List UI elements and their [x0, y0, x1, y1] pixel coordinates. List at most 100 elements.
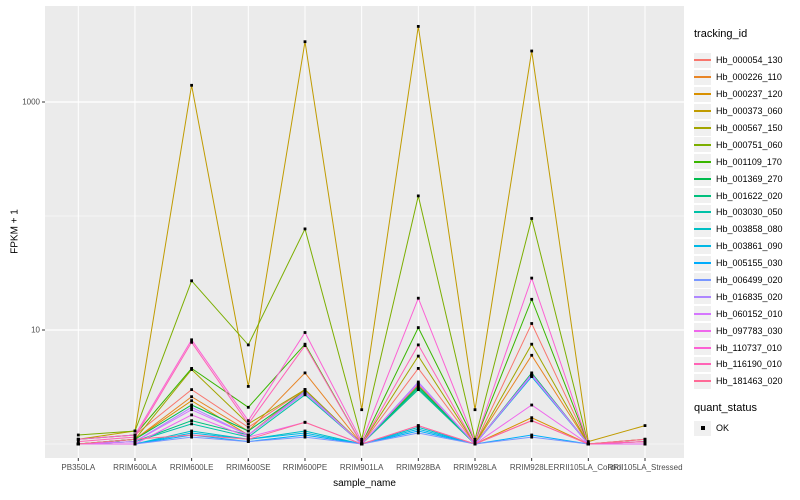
legend: tracking_id Hb_000054_130 Hb_000226_110 Hb…	[694, 28, 800, 437]
data-point	[246, 440, 250, 443]
x-tick-label: RRIM600LA	[113, 463, 157, 472]
legend-item: Hb_000226_110	[694, 69, 800, 86]
data-point	[246, 343, 250, 347]
data-point	[530, 353, 534, 357]
data-point	[530, 217, 534, 220]
data-point	[303, 393, 307, 397]
data-point	[643, 442, 647, 446]
legend-label: Hb_110737_010	[716, 342, 782, 353]
data-point	[643, 424, 647, 427]
data-point	[246, 429, 250, 433]
data-point	[303, 388, 307, 391]
legend-key	[694, 171, 711, 187]
legend-item: Hb_003861_090	[694, 238, 800, 255]
point-square-icon	[700, 426, 705, 431]
legend-key	[694, 289, 711, 305]
data-point	[133, 442, 137, 446]
data-point	[303, 429, 307, 433]
legend-label: Hb_001622_020	[716, 190, 783, 201]
data-point	[133, 429, 137, 433]
data-point	[416, 427, 420, 431]
data-point	[133, 437, 137, 441]
x-tick-label: RRII105LA_Control	[554, 463, 624, 472]
data-point	[360, 442, 364, 446]
data-point	[416, 343, 420, 347]
legend-key	[694, 340, 711, 356]
x-tick-label: RRII105LA_Stressed	[607, 463, 682, 472]
data-point	[416, 386, 420, 390]
data-point	[416, 194, 420, 198]
legend-item: Hb_060152_010	[694, 305, 800, 322]
data-point	[246, 405, 250, 409]
legend-item: Hb_001109_170	[694, 153, 800, 170]
legend-line-icon	[694, 329, 711, 332]
legend-key	[694, 52, 711, 68]
data-point	[246, 425, 250, 429]
legend-label: Hb_116190_010	[716, 359, 782, 370]
data-point	[416, 429, 420, 433]
data-point	[76, 437, 80, 441]
data-point	[360, 437, 364, 441]
data-point	[190, 399, 193, 403]
legend-line-icon	[694, 59, 711, 62]
data-point	[303, 344, 307, 347]
data-point	[133, 435, 137, 439]
data-point	[530, 416, 534, 420]
data-point	[190, 408, 193, 412]
legend-label: Hb_000226_110	[716, 72, 782, 83]
data-point	[303, 389, 307, 393]
data-point	[190, 279, 193, 283]
x-tick-label: RRIM901LA	[340, 463, 384, 472]
legend-label: Hb_016835_020	[716, 291, 783, 302]
data-point	[473, 408, 477, 412]
data-point	[76, 433, 80, 437]
data-point	[190, 340, 193, 344]
data-point	[416, 385, 420, 388]
data-point	[303, 435, 307, 439]
data-point	[190, 83, 193, 87]
legend-label: Hb_006499_020	[716, 275, 783, 286]
legend-line-icon	[694, 127, 711, 129]
data-point	[190, 403, 193, 407]
legend-line-icon	[694, 93, 711, 96]
data-point	[133, 440, 137, 443]
legend-line-icon	[694, 143, 711, 146]
x-tick-label: PB350LA	[61, 463, 95, 472]
data-point	[190, 431, 193, 435]
legend-line-icon	[694, 312, 711, 315]
data-point	[643, 437, 647, 441]
legend-line-icon	[694, 110, 711, 113]
data-point	[190, 429, 193, 433]
data-point	[530, 435, 534, 439]
legend-line-icon	[694, 363, 711, 366]
data-point	[530, 403, 534, 407]
data-point	[473, 442, 477, 446]
legend-item: Hb_000054_130	[694, 52, 800, 69]
legend-item: Hb_181463_020	[694, 373, 800, 390]
legend-line-icon	[694, 228, 711, 231]
data-point	[416, 388, 420, 391]
legend-label: Hb_003861_090	[716, 241, 783, 252]
legend-line-icon	[694, 76, 711, 79]
data-point	[246, 437, 250, 441]
legend-line-icon	[694, 295, 711, 298]
legend-items: Hb_000054_130 Hb_000226_110 Hb_000237_120 H…	[694, 52, 800, 390]
legend-line-icon	[694, 211, 711, 214]
data-point	[246, 422, 250, 426]
data-point	[303, 331, 307, 334]
data-point	[473, 437, 477, 441]
data-point	[530, 49, 534, 53]
legend-title-tracking-id: tracking_id	[694, 28, 748, 40]
legend-item: Hb_003858_080	[694, 221, 800, 238]
legend-label: Hb_001109_170	[716, 156, 782, 167]
legend-item: Hb_005155_030	[694, 255, 800, 272]
x-tick-label: RRIM600PE	[283, 463, 327, 472]
legend-label: Hb_000751_060	[716, 139, 783, 150]
data-point	[303, 342, 307, 346]
data-point	[303, 40, 307, 44]
legend-item: Hb_000751_060	[694, 136, 800, 153]
legend-label: Hb_000373_060	[716, 106, 783, 117]
data-point	[190, 419, 193, 423]
legend-line-icon	[694, 245, 711, 248]
